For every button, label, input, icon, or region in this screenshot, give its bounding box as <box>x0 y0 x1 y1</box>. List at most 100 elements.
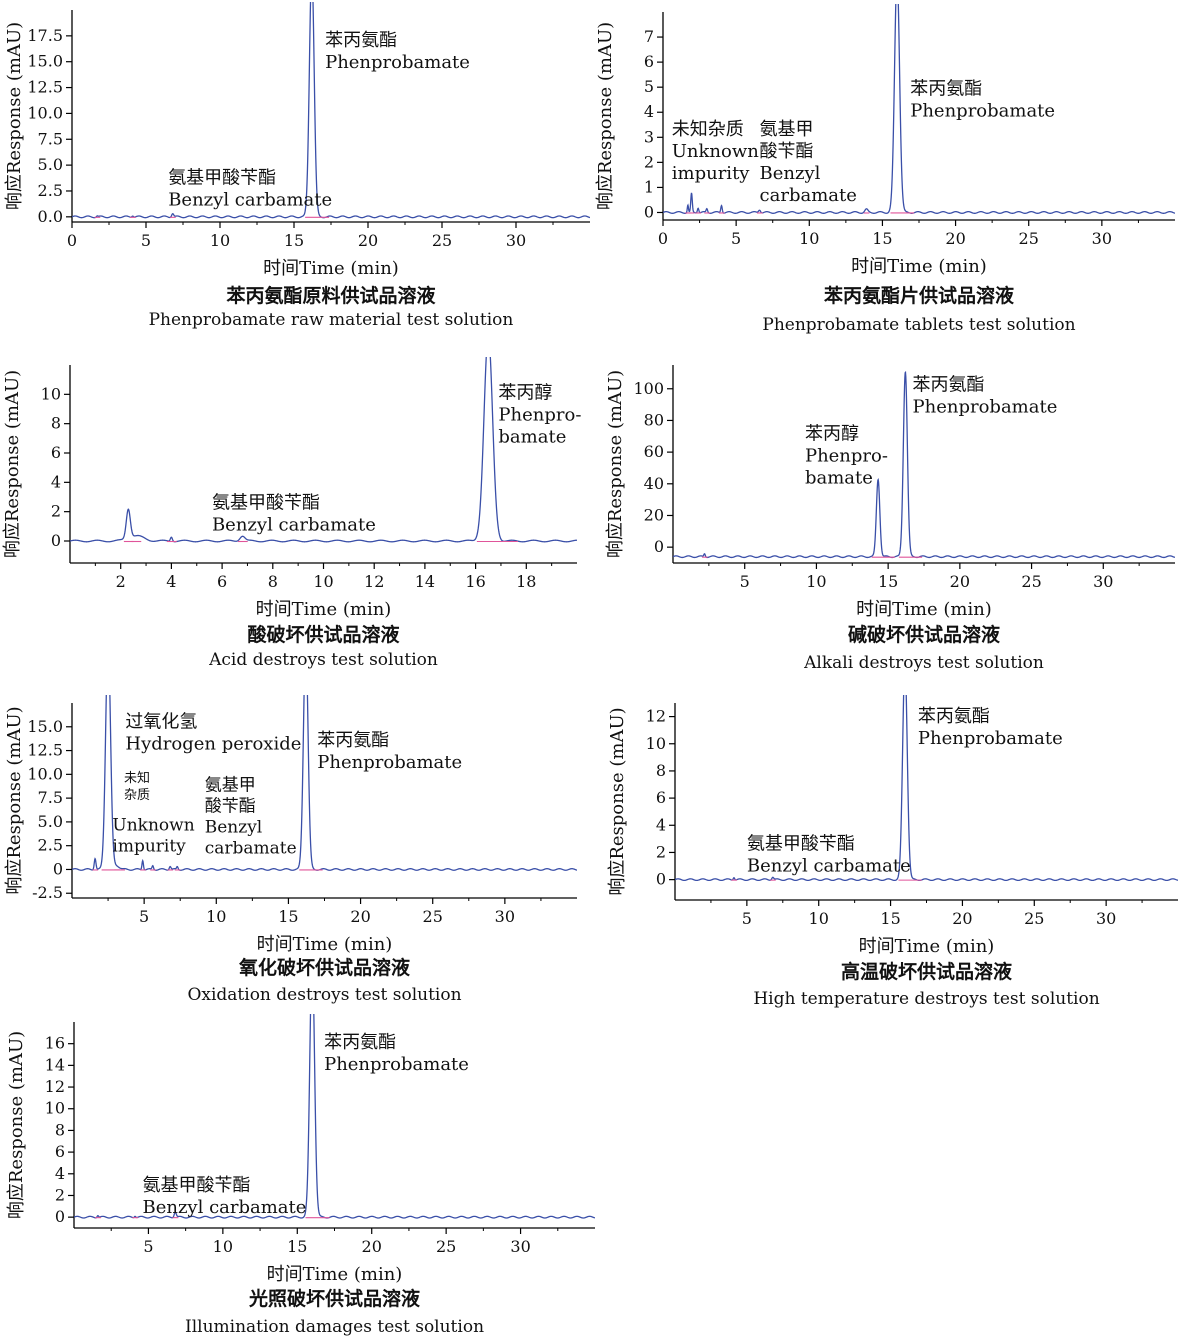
y-tick-label: 8 <box>55 1120 65 1139</box>
peak-annotation: bamate <box>498 427 566 448</box>
y-tick-label: -2.5 <box>32 883 63 902</box>
peak-annotation: 过氧化氢 <box>125 712 197 733</box>
y-tick-label: 15.0 <box>27 717 63 736</box>
x-tick-label: 14 <box>415 572 435 591</box>
x-tick-label: 5 <box>742 909 752 928</box>
chart-subtitle: Phenprobamate raw material test solution <box>149 310 514 330</box>
x-tick-label: 16 <box>465 572 485 591</box>
x-tick-label: 25 <box>432 231 452 250</box>
y-tick-label: 6 <box>656 788 666 807</box>
x-tick-label: 30 <box>495 907 515 926</box>
chart-subtitle: Alkali destroys test solution <box>803 653 1044 673</box>
y-tick-label: 40 <box>644 474 664 493</box>
chromatogram-panel-4: 5 10 15 20 25 30 0 20 40 60 80 100 响应Response (mAU) 时… <box>605 365 1175 673</box>
y-tick-label: 0 <box>654 537 664 556</box>
x-tick-label: 5 <box>740 572 750 591</box>
peak-annotation: 未知杂质 <box>672 119 744 140</box>
x-tick-label: 5 <box>143 1237 153 1256</box>
peak-annotation: 氨基甲酸苄酯 <box>142 1175 250 1196</box>
peak-annotation: 苯丙醇 <box>805 423 859 444</box>
y-axis-label: 响应Response (mAU) <box>6 1031 27 1219</box>
y-axis-label: 响应Response (mAU) <box>595 22 616 210</box>
x-tick-label: 20 <box>350 907 370 926</box>
x-tick-label: 5 <box>139 907 149 926</box>
peak-annotation: Phenpro- <box>498 405 581 426</box>
x-tick-label: 15 <box>278 907 298 926</box>
y-tick-label: 80 <box>644 410 664 429</box>
y-tick-label: 10 <box>45 1099 65 1118</box>
y-tick-label: 0.0 <box>38 207 63 226</box>
chromatogram-panel-2: 0 5 10 15 20 25 30 0 1 2 3 4 5 6 7 响应Response (mAU) 时间Ti… <box>595 4 1175 335</box>
chart-subtitle: Illumination damages test solution <box>185 1317 484 1337</box>
peak-annotation: Phenprobamate <box>317 752 462 773</box>
y-tick-label: 2.5 <box>38 181 63 200</box>
chart-title: 苯丙氨酯片供试品溶液 <box>823 284 1015 307</box>
y-tick-label: 0 <box>55 1207 65 1226</box>
peak-annotation: 苯丙氨酯 <box>913 374 985 395</box>
x-tick-label: 15 <box>878 572 898 591</box>
peak-annotation: 未知 <box>124 770 150 786</box>
y-tick-label: 10 <box>646 734 666 753</box>
x-tick-label: 12 <box>364 572 384 591</box>
y-tick-label: 4 <box>55 1164 65 1183</box>
chromatogram-panel-6: 5 10 15 20 25 30 0 2 4 6 8 10 12 响应Response (mAU) 时间Ti… <box>607 695 1178 1009</box>
peak-annotation: Hydrogen peroxide <box>125 734 301 755</box>
chromatogram-trace <box>74 1014 595 1219</box>
x-tick-label: 20 <box>358 231 378 250</box>
y-axis-label: 响应Response (mAU) <box>4 22 25 210</box>
y-tick-label: 15.0 <box>27 52 63 71</box>
peak-annotation: impurity <box>672 163 751 184</box>
x-axis-label: 时间Time (min) <box>263 258 399 279</box>
peak-annotation: Unknown <box>112 815 194 835</box>
peak-annotation: 氨基甲酸苄酯 <box>212 493 320 514</box>
chromatogram-panel-7: 5 10 15 20 25 30 0 2 4 6 8 10 12 14 16 响应Response (mAU)… <box>6 1014 595 1337</box>
peak-annotation: 氨基甲 <box>205 776 256 796</box>
y-tick-label: 14 <box>45 1055 65 1074</box>
x-tick-label: 5 <box>731 229 741 248</box>
y-tick-label: 4 <box>644 102 654 121</box>
x-tick-label: 20 <box>952 909 972 928</box>
peak-annotation: 杂质 <box>124 788 150 803</box>
y-tick-label: 6 <box>55 1142 65 1161</box>
chromatogram-trace <box>673 370 1175 559</box>
y-tick-label: 3 <box>644 127 654 146</box>
y-tick-label: 16 <box>45 1034 65 1053</box>
y-axis-label: 响应Response (mAU) <box>605 370 626 558</box>
y-tick-label: 2 <box>644 152 654 171</box>
peak-annotation: 苯丙醇 <box>498 383 552 404</box>
x-tick-label: 30 <box>1093 572 1113 591</box>
peak-annotation: impurity <box>112 836 186 856</box>
x-tick-label: 10 <box>313 572 333 591</box>
x-tick-label: 5 <box>141 231 151 250</box>
chart-subtitle: Acid destroys test solution <box>208 650 438 670</box>
chromatogram-panel-3: 2 4 6 8 10 12 14 16 18 0 2 4 6 8 10 响应Response (mAU) 时间T… <box>2 357 581 670</box>
x-tick-label: 10 <box>206 907 226 926</box>
chart-title: 苯丙氨酯原料供试品溶液 <box>225 284 436 307</box>
y-tick-label: 7.5 <box>38 129 63 148</box>
y-tick-label: 0 <box>644 202 654 221</box>
x-axis-label: 时间Time (min) <box>256 599 392 620</box>
peak-annotation: Phenprobamate <box>913 396 1058 417</box>
chart-subtitle: High temperature destroys test solution <box>753 989 1099 1009</box>
y-tick-label: 1 <box>644 177 654 196</box>
x-tick-label: 25 <box>1024 909 1044 928</box>
x-axis-label: 时间Time (min) <box>851 256 987 277</box>
peak-annotation: 酸苄酯 <box>205 797 256 817</box>
peak-annotation: 苯丙氨酯 <box>324 1032 396 1053</box>
y-tick-label: 10 <box>41 384 61 403</box>
x-tick-label: 25 <box>1019 229 1039 248</box>
y-tick-label: 7 <box>644 27 654 46</box>
chromatogram-trace <box>72 2 590 219</box>
peak-annotation: bamate <box>805 467 873 488</box>
x-tick-label: 15 <box>880 909 900 928</box>
y-tick-label: 7.5 <box>38 788 63 807</box>
peak-annotation: Benzyl carbamate <box>142 1197 306 1218</box>
x-axis-label: 时间Time (min) <box>859 936 995 957</box>
x-tick-label: 25 <box>423 907 443 926</box>
y-tick-label: 12.5 <box>27 78 63 97</box>
x-tick-label: 25 <box>1021 572 1041 591</box>
peak-annotation: Benzyl carbamate <box>747 856 911 877</box>
y-tick-label: 6 <box>51 443 61 462</box>
x-tick-label: 10 <box>213 1237 233 1256</box>
y-tick-label: 100 <box>633 379 664 398</box>
